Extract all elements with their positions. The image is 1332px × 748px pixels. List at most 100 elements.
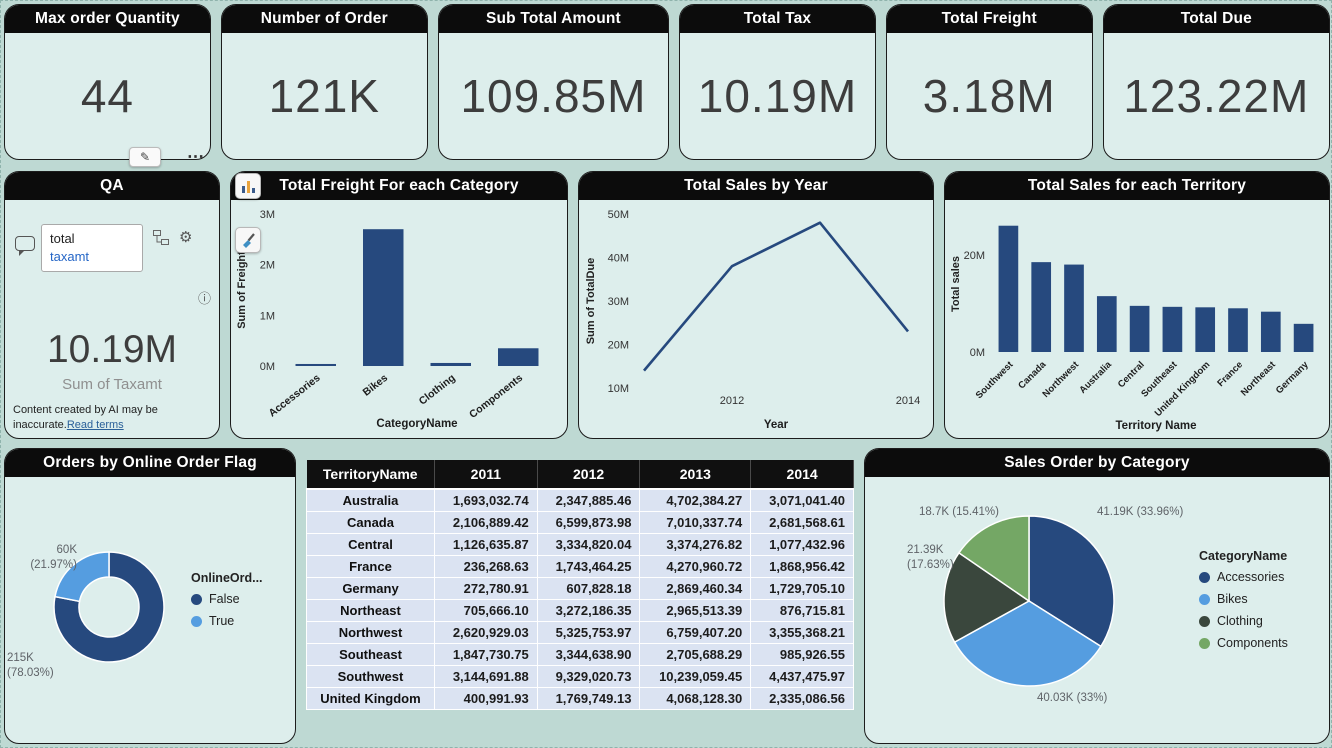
legend-item-clothing[interactable]: Clothing xyxy=(1199,614,1288,628)
qa-query-word: total xyxy=(50,231,75,246)
kpi-card-number-of-order[interactable]: Number of Order 121K xyxy=(220,4,428,160)
table-header-row: TerritoryName 2011 2012 2013 2014 xyxy=(306,460,854,490)
bar-Northeast[interactable] xyxy=(1260,311,1281,352)
legend-item-bikes[interactable]: Bikes xyxy=(1199,592,1288,606)
qa-visual-card[interactable]: QA total taxamt ⚙ ⓘ 10.19M Sum of Taxamt… xyxy=(4,171,220,439)
column-header[interactable]: 2013 xyxy=(639,460,752,490)
sales-value-cell: 272,780.91 xyxy=(434,577,538,600)
x-axis-label: Germany xyxy=(1274,359,1311,396)
legend-item-false[interactable]: False xyxy=(191,592,263,606)
y-axis-tick: 20M xyxy=(608,340,629,352)
sales-line[interactable] xyxy=(643,221,910,372)
sales-table-visual[interactable]: TerritoryName 2011 2012 2013 2014 Australia 1… xyxy=(306,448,854,744)
online-order-flag-card[interactable]: Orders by Online Order Flag 60K (21.97%)… xyxy=(4,448,296,744)
callout-components: 18.7K (15.41%) xyxy=(919,506,999,518)
bar-Clothing[interactable] xyxy=(430,362,472,366)
bar-Bikes[interactable] xyxy=(363,229,404,366)
table-row[interactable]: Southwest 3,144,691.88 9,329,020.73 10,239,… xyxy=(306,665,854,688)
column-header[interactable]: 2014 xyxy=(750,460,854,490)
bar-Central[interactable] xyxy=(1129,305,1150,352)
sales-by-year-line-chart[interactable]: 10M 20M 30M 40M 50M 2012 2014 Sum of TotalDue Ye… xyxy=(580,200,932,432)
y-axis-tick: 40M xyxy=(608,253,629,265)
table-row[interactable]: Northeast 705,666.10 3,272,186.35 2,965,513… xyxy=(306,599,854,622)
bar-Components[interactable] xyxy=(498,348,539,366)
online-order-donut-chart[interactable] xyxy=(29,527,189,687)
pie-slice-Clothing[interactable] xyxy=(943,551,1031,644)
sales-value-cell: 10,239,059.45 xyxy=(639,665,752,688)
table-row[interactable]: Northwest 2,620,929.03 5,325,753.97 6,759,4… xyxy=(306,621,854,644)
bar-United Kingdom[interactable] xyxy=(1195,307,1216,352)
read-terms-link[interactable]: Read terms xyxy=(66,418,124,431)
sales-value-cell: 705,666.10 xyxy=(434,599,538,622)
edit-pencil-button[interactable]: ✎ xyxy=(129,147,161,167)
bar-Accessories[interactable] xyxy=(295,363,337,366)
sales-value-cell: 6,599,873.98 xyxy=(536,511,641,534)
qa-result-value: 10.19M xyxy=(46,328,178,371)
sales-value-cell: 1,769,749.13 xyxy=(536,687,641,710)
kpi-card-total-freight[interactable]: Total Freight 3.18M xyxy=(885,4,1093,160)
legend-item-accessories[interactable]: Accessories xyxy=(1199,570,1288,584)
table-row[interactable]: Canada 2,106,889.42 6,599,873.98 7,010,337.… xyxy=(306,511,854,534)
sales-by-year-card[interactable]: Total Sales by Year 10M 20M 30M 40M 50M 2012 2… xyxy=(578,171,934,439)
pie-slice-Components[interactable] xyxy=(957,515,1030,603)
y-axis-tick: 0M xyxy=(260,361,275,373)
kpi-card-total-due[interactable]: Total Due 123.22M xyxy=(1102,4,1330,160)
territory-chart-card[interactable]: Total Sales for each Territory 0M 20M Tota… xyxy=(944,171,1330,439)
legend-item-true[interactable]: True xyxy=(191,614,263,628)
kpi-title: Total Due xyxy=(1103,5,1329,33)
more-options-button[interactable]: ⋯ xyxy=(187,147,205,166)
column-header[interactable]: 2012 xyxy=(537,460,641,490)
sales-by-category-card[interactable]: Sales Order by Category 18.7K (15.41%) 4… xyxy=(864,448,1330,744)
bar-Germany[interactable] xyxy=(1293,323,1314,352)
kpi-card-max-order-quantity[interactable]: Max order Quantity 44 xyxy=(4,4,211,160)
chart-type-button[interactable] xyxy=(235,173,261,199)
freight-chart-card[interactable]: Total Freight For each Category 0M 1M 2M 3M… xyxy=(230,171,568,439)
hierarchy-icon[interactable] xyxy=(153,229,169,245)
bar-France[interactable] xyxy=(1228,308,1248,352)
kpi-card-sub-total-amount[interactable]: Sub Total Amount 109.85M xyxy=(437,4,670,160)
pencil-icon: ✎ xyxy=(139,150,151,164)
table-row[interactable]: Southeast 1,847,730.75 3,344,638.90 2,705,6… xyxy=(306,643,854,666)
sales-value-cell: 1,077,432.96 xyxy=(750,533,854,556)
kpi-card-total-tax[interactable]: Total Tax 10.19M xyxy=(679,4,876,160)
territory-name-cell: Southeast xyxy=(306,643,435,666)
bar-Northwest[interactable] xyxy=(1064,264,1084,352)
sales-value-cell: 3,071,041.40 xyxy=(750,488,854,512)
column-header[interactable]: 2011 xyxy=(434,460,538,490)
x-axis-tick: 2012 xyxy=(720,395,744,407)
sales-value-cell: 3,272,186.35 xyxy=(536,599,641,622)
x-axis-label: Bikes xyxy=(361,372,391,399)
true-color-dot xyxy=(191,615,202,627)
category-pie-chart[interactable] xyxy=(929,501,1129,701)
column-header[interactable]: TerritoryName xyxy=(306,460,435,490)
bar-Canada[interactable] xyxy=(1031,262,1052,352)
bar-Australia[interactable] xyxy=(1096,296,1117,352)
territory-name-cell: Germany xyxy=(306,577,435,600)
freight-bar-chart[interactable]: 0M 1M 2M 3M Sum of Freight Accessories Bikes Cl… xyxy=(232,200,566,432)
qa-question-input[interactable]: total taxamt xyxy=(41,224,143,272)
x-axis-label: Components xyxy=(467,372,525,421)
pie-slice-True[interactable] xyxy=(54,551,110,603)
bar-Southeast[interactable] xyxy=(1162,306,1183,352)
format-button[interactable] xyxy=(235,227,261,253)
qa-body: total taxamt ⚙ ⓘ 10.19M Sum of Taxamt Co… xyxy=(5,200,219,438)
bar-Southwest[interactable] xyxy=(998,225,1019,352)
pie-legend: CategoryName Accessories Bikes Clothing … xyxy=(1199,549,1288,658)
info-icon[interactable]: ⓘ xyxy=(197,291,211,306)
table-row[interactable]: France 236,268.63 1,743,464.25 4,270,960.72… xyxy=(306,555,854,578)
sales-value-cell: 236,268.63 xyxy=(434,555,538,578)
table-row[interactable]: Australia 1,693,032.74 2,347,885.46 4,702,3… xyxy=(306,488,854,512)
y-axis-tick: 0M xyxy=(970,347,985,359)
pie-slice-False[interactable] xyxy=(53,551,165,663)
x-axis-label: Australia xyxy=(1077,359,1114,396)
sales-value-cell: 3,144,691.88 xyxy=(434,665,538,688)
table-row[interactable]: Central 1,126,635.87 3,334,820.04 3,374,276… xyxy=(306,533,854,556)
gear-icon[interactable]: ⚙ xyxy=(179,229,193,246)
table-row[interactable]: United Kingdom 400,991.93 1,769,749.13 4,06… xyxy=(306,687,854,710)
y-axis-tick: 50M xyxy=(608,209,629,221)
donut-legend: OnlineOrd... False True xyxy=(191,571,263,636)
table-row[interactable]: Germany 272,780.91 607,828.18 2,869,460.34 1… xyxy=(306,577,854,600)
legend-item-components[interactable]: Components xyxy=(1199,636,1288,650)
